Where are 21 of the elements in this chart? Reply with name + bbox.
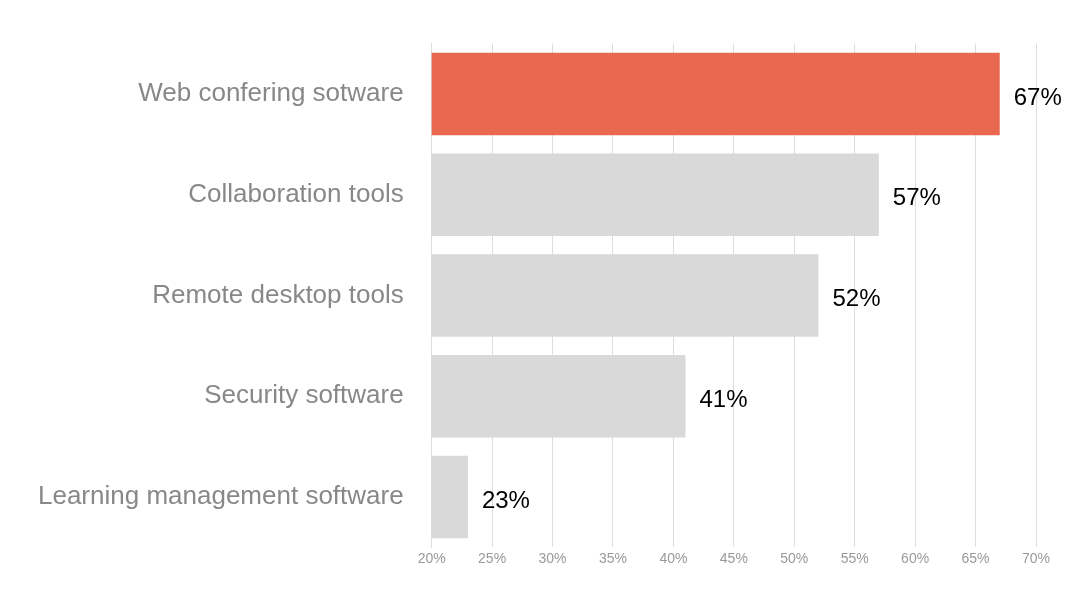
x-tick-label: 20% [417, 549, 446, 566]
y-tick-label: Security software [204, 379, 404, 410]
x-tick-label: 30% [538, 549, 567, 566]
x-tick-label: 60% [901, 549, 930, 566]
x-tick-label: 25% [478, 549, 507, 566]
x-tick-label: 50% [780, 549, 809, 566]
data-label: 41% [699, 384, 748, 412]
x-tick-label: 55% [840, 549, 869, 566]
y-tick-label: Remote desktop tools [152, 278, 404, 309]
y-tick-label: Web confering sotware [138, 77, 404, 108]
x-tick-label: 65% [961, 549, 990, 566]
y-tick-label: Collaboration tools [188, 177, 404, 208]
y-tick-label: Learning management software [37, 480, 404, 511]
x-tick-label: 45% [719, 549, 748, 566]
data-label: 67% [1013, 82, 1062, 110]
x-tick-label: 70% [1021, 549, 1051, 566]
data-label: 57% [892, 183, 941, 211]
x-tick-label: 35% [598, 549, 627, 566]
data-label: 52% [832, 284, 881, 312]
x-tick-label: 40% [659, 549, 688, 566]
data-label: 23% [481, 485, 530, 513]
